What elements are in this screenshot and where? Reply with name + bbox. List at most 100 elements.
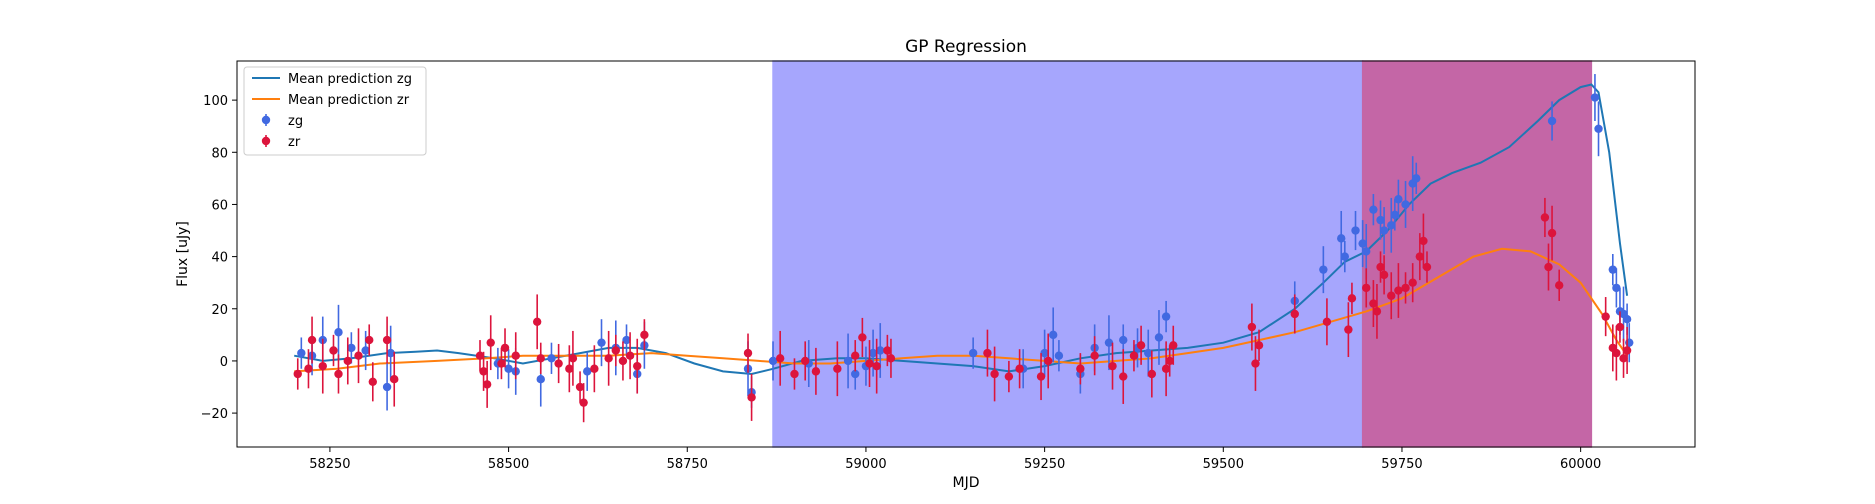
zr-marker: [579, 398, 588, 407]
zr-point-40: [833, 341, 842, 397]
zr-point-19: [511, 332, 520, 380]
zg-point-5: [347, 332, 356, 364]
zg-point-10: [504, 349, 513, 389]
zg-point-57: [1412, 162, 1421, 195]
zg-point-15: [597, 319, 606, 367]
zr-point-22: [554, 343, 563, 384]
zg-point-43: [1319, 246, 1328, 294]
zr-point-76: [1394, 263, 1403, 318]
zr-marker: [1090, 351, 1099, 360]
zr-marker: [479, 367, 488, 376]
zr-marker: [365, 335, 374, 345]
zr-marker: [983, 348, 992, 358]
zr-marker: [1622, 346, 1632, 355]
zr-point-4: [318, 338, 327, 394]
zr-point-72: [1372, 283, 1382, 339]
zr-marker: [475, 351, 485, 360]
zr-point-26: [579, 383, 588, 423]
zr-point-30: [618, 341, 628, 381]
y-tick-label: 100: [203, 94, 228, 109]
zr-marker: [1372, 307, 1382, 316]
zg-point-62: [1612, 268, 1621, 308]
zr-marker: [858, 333, 867, 342]
zr-marker: [872, 361, 881, 371]
legend-swatch: [261, 115, 271, 125]
zr-point-17: [497, 347, 506, 380]
x-tick-label: 58750: [667, 457, 708, 472]
zg-marker: [843, 356, 853, 366]
zg-marker: [547, 354, 556, 363]
zg-marker: [1401, 200, 1410, 209]
zr-point-59: [1147, 350, 1157, 398]
zr-marker: [368, 377, 377, 386]
zg-point-17: [622, 324, 631, 356]
zr-marker: [1347, 294, 1357, 303]
zr-point-35: [747, 373, 756, 421]
zr-point-31: [625, 332, 635, 380]
shaded-region-1: [772, 60, 1364, 448]
zg-marker: [597, 338, 606, 347]
zr-point-69: [1347, 282, 1357, 314]
zr-point-60: [1161, 341, 1171, 397]
zr-point-38: [800, 341, 810, 381]
zr-point-54: [1090, 336, 1099, 376]
zr-point-85: [1555, 269, 1564, 301]
zg-marker: [1362, 247, 1371, 256]
zg-point-55: [1401, 180, 1410, 228]
y-tick-label: 20: [211, 303, 228, 318]
zg-marker: [1104, 338, 1114, 347]
zg-point-59: [1590, 74, 1600, 121]
zg-marker: [1622, 315, 1632, 324]
zr-marker: [1043, 356, 1053, 366]
zg-point-58: [1547, 101, 1557, 141]
zr-marker: [1290, 309, 1299, 319]
zg-marker: [297, 348, 306, 358]
zg-marker: [361, 346, 370, 355]
zg-point-6: [361, 330, 370, 371]
zg-marker: [1040, 348, 1049, 358]
zr-marker: [1254, 341, 1264, 350]
zr-point-73: [1376, 251, 1385, 283]
zg-marker: [1379, 226, 1389, 235]
x-axis-label: MJD: [953, 475, 980, 491]
zg-point-41: [1161, 300, 1171, 333]
zr-marker: [851, 351, 860, 360]
zg-point-8: [386, 325, 395, 381]
zr-marker: [990, 369, 999, 379]
zr-point-13: [475, 340, 485, 372]
zg-point-40: [1154, 310, 1164, 365]
legend-label: zg: [288, 114, 303, 129]
zg-marker: [1358, 239, 1367, 248]
zr-point-33: [640, 319, 649, 351]
legend-swatch: [261, 136, 271, 146]
zr-marker: [354, 351, 363, 360]
zr-marker: [307, 335, 317, 345]
zr-point-44: [872, 338, 881, 394]
zr-marker: [1408, 278, 1417, 287]
zg-marker: [334, 328, 343, 337]
x-tick-label: 59250: [1024, 457, 1065, 472]
zr-marker: [1601, 312, 1610, 321]
zr-point-8: [354, 328, 363, 384]
zr-marker: [865, 359, 874, 368]
zr-point-18: [500, 328, 510, 368]
zg-marker: [1144, 348, 1153, 358]
zr-point-78: [1408, 263, 1417, 303]
zg-marker: [1319, 265, 1328, 274]
zg-point-36: [1104, 315, 1114, 371]
zr-point-29: [611, 334, 620, 367]
zr-marker: [800, 356, 810, 366]
y-axis-label: Flux [uJy]: [175, 221, 191, 287]
zr-point-55: [1108, 342, 1117, 390]
x-tick-label: 60000: [1560, 457, 1601, 472]
zg-point-50: [1376, 200, 1385, 240]
zg-marker: [504, 364, 513, 373]
zr-marker: [1119, 372, 1128, 381]
zr-marker: [790, 369, 799, 379]
zr-point-37: [790, 358, 799, 390]
zr-marker: [625, 351, 635, 360]
zg-marker: [768, 356, 778, 366]
zr-marker: [1147, 369, 1157, 379]
zg-marker: [868, 348, 878, 358]
zr-point-50: [1015, 349, 1024, 389]
